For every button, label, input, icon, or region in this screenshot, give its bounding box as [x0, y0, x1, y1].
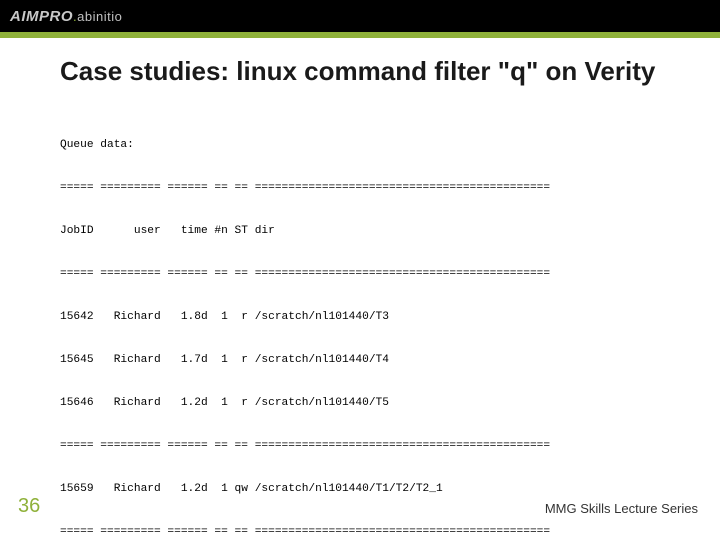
logo-main: AIMPRO	[10, 8, 73, 25]
term-line: Queue data:	[60, 138, 678, 152]
term-line: ===== ========= ====== == == ===========…	[60, 267, 678, 281]
term-line: 15645 Richard 1.7d 1 r /scratch/nl101440…	[60, 353, 678, 367]
terminal-output: Queue data: ===== ========= ====== == ==…	[60, 109, 678, 540]
slide-number: 36	[18, 495, 40, 518]
term-line: ===== ========= ====== == == ===========…	[60, 439, 678, 453]
top-bar: AIMPRO .abinitio	[0, 0, 720, 32]
footer-series: MMG Skills Lecture Series	[545, 501, 698, 516]
content-area: Case studies: linux command filter "q" o…	[0, 38, 720, 540]
term-line: ===== ========= ====== == == ===========…	[60, 181, 678, 195]
term-line: ===== ========= ====== == == ===========…	[60, 525, 678, 539]
term-line: 15659 Richard 1.2d 1 qw /scratch/nl10144…	[60, 482, 678, 496]
slide-title: Case studies: linux command filter "q" o…	[60, 56, 678, 87]
logo-sub: .abinitio	[73, 9, 122, 24]
slide-page: AIMPRO .abinitio Case studies: linux com…	[0, 0, 720, 540]
term-line: 15642 Richard 1.8d 1 r /scratch/nl101440…	[60, 310, 678, 324]
term-line: JobID user time #n ST dir	[60, 224, 678, 238]
logo-abinitio: abinitio	[77, 9, 122, 24]
term-line: 15646 Richard 1.2d 1 r /scratch/nl101440…	[60, 396, 678, 410]
